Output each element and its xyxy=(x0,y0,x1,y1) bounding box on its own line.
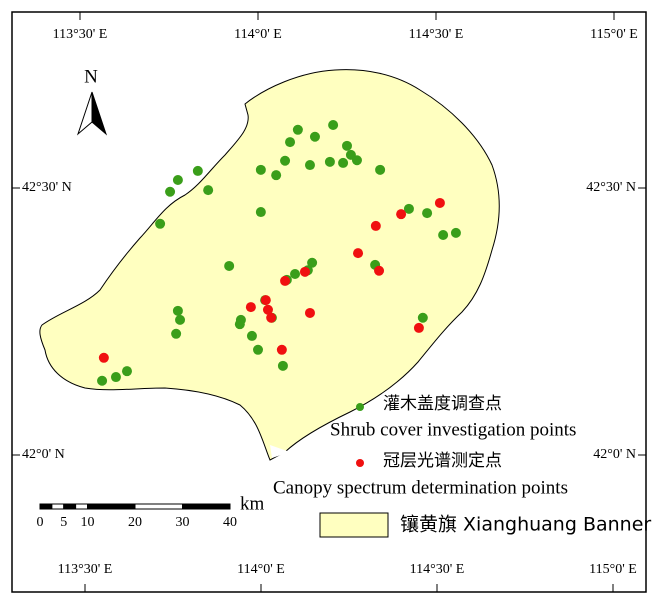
survey-point xyxy=(192,165,203,176)
scale-segment xyxy=(63,503,77,510)
survey-point xyxy=(374,265,385,276)
scale-segment xyxy=(75,503,88,510)
lon-label: 113°30' E xyxy=(58,562,113,577)
survey-point xyxy=(271,170,282,181)
notch xyxy=(270,445,290,458)
scale-segment xyxy=(39,503,53,510)
survey-point xyxy=(307,257,318,268)
lat-label: 42°30' N xyxy=(22,180,72,195)
survey-point xyxy=(266,312,277,323)
survey-point xyxy=(328,119,339,130)
survey-point xyxy=(255,207,266,218)
lat-label: 42°30' N xyxy=(586,180,636,195)
survey-point xyxy=(403,203,414,214)
legend-label: Canopy spectrum determination points xyxy=(273,477,568,498)
survey-point xyxy=(438,229,449,240)
survey-point xyxy=(155,218,166,229)
survey-point xyxy=(110,372,121,383)
survey-point xyxy=(277,360,288,371)
survey-point xyxy=(260,295,271,306)
scale-label: 10 xyxy=(81,515,95,530)
legend-label: Shrub cover investigation points xyxy=(330,419,576,440)
survey-point xyxy=(422,208,433,219)
survey-point xyxy=(172,174,183,185)
survey-point xyxy=(299,266,310,277)
survey-point xyxy=(172,305,183,316)
survey-point xyxy=(285,137,296,148)
scale-segment xyxy=(87,503,136,510)
scale-unit: km xyxy=(240,493,265,514)
north-label: N xyxy=(84,66,98,87)
survey-point xyxy=(253,344,263,355)
survey-point xyxy=(353,248,364,259)
scale-label: 20 xyxy=(128,515,142,530)
survey-point xyxy=(375,164,386,175)
legend-swatch xyxy=(356,403,364,411)
survey-point xyxy=(413,322,424,333)
survey-point xyxy=(342,140,352,151)
survey-point xyxy=(203,185,214,196)
survey-point xyxy=(121,366,132,377)
scale-label: 30 xyxy=(176,515,190,530)
lon-label: 115°0' E xyxy=(589,562,637,577)
survey-point xyxy=(290,268,301,279)
survey-point xyxy=(450,227,461,238)
lon-label: 114°0' E xyxy=(234,27,282,42)
survey-point xyxy=(98,352,109,363)
survey-point xyxy=(292,124,303,135)
survey-point xyxy=(434,197,445,208)
scale-segment xyxy=(51,503,65,510)
lat-label: 42°0' N xyxy=(593,447,636,462)
survey-point xyxy=(246,330,257,341)
lon-label: 113°30' E xyxy=(53,27,108,42)
lon-label: 114°30' E xyxy=(410,562,465,577)
survey-point xyxy=(338,157,349,168)
survey-point xyxy=(396,209,407,220)
survey-point xyxy=(97,375,108,386)
survey-point xyxy=(171,328,182,339)
legend-label: 灌木盖度调查点 xyxy=(383,394,502,414)
scale-label: 40 xyxy=(223,515,237,530)
scale-label: 5 xyxy=(60,515,67,530)
lat-label: 42°0' N xyxy=(22,447,65,462)
survey-point xyxy=(175,314,186,325)
scale-segment xyxy=(134,503,183,510)
lon-label: 114°30' E xyxy=(409,27,464,42)
survey-point xyxy=(224,260,235,271)
survey-point xyxy=(262,304,273,315)
survey-point xyxy=(370,220,381,231)
survey-point xyxy=(304,307,315,318)
survey-point xyxy=(280,155,291,166)
legend-label: 冠层光谱测定点 xyxy=(383,451,502,471)
survey-point xyxy=(417,312,428,323)
survey-point xyxy=(276,344,287,355)
lon-label: 114°0' E xyxy=(237,562,285,577)
survey-point xyxy=(234,319,245,330)
north-arrow: N xyxy=(76,66,108,136)
lon-label: 115°0' E xyxy=(590,27,638,42)
scale-segment xyxy=(182,503,231,510)
legend-label: 镶黄旗 Xianghuang Banner xyxy=(400,514,651,536)
legend-swatch xyxy=(319,512,389,538)
survey-point xyxy=(245,302,256,313)
survey-point xyxy=(304,160,315,171)
survey-point xyxy=(165,186,176,197)
scale-label: 0 xyxy=(37,515,44,530)
survey-point xyxy=(280,275,291,286)
survey-point xyxy=(309,131,320,142)
survey-point xyxy=(324,156,335,167)
legend: 灌木盖度调查点 Shrub cover investigation points… xyxy=(273,394,651,538)
legend-swatch xyxy=(356,459,364,467)
survey-point xyxy=(351,155,362,166)
survey-point xyxy=(255,164,266,175)
